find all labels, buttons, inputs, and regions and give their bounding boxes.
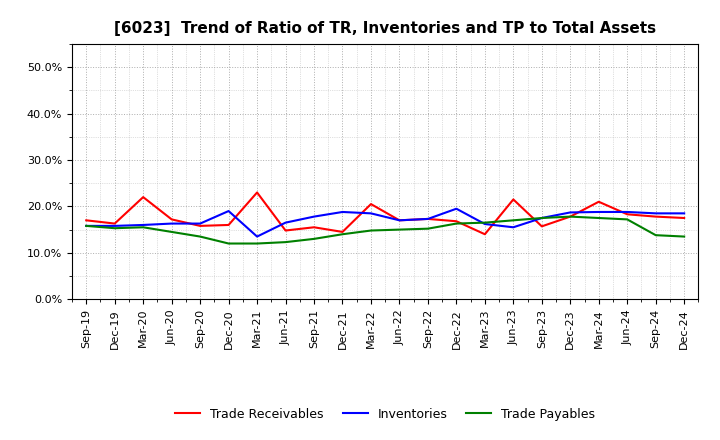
Inventories xyxy=(623,209,631,215)
Trade Receivables xyxy=(110,221,119,226)
Trade Receivables xyxy=(680,215,688,220)
Inventories xyxy=(509,225,518,230)
Trade Payables xyxy=(196,234,204,239)
Trade Receivables xyxy=(395,218,404,223)
Trade Receivables xyxy=(167,217,176,222)
Inventories xyxy=(595,209,603,215)
Inventories xyxy=(225,209,233,214)
Inventories xyxy=(253,234,261,239)
Trade Payables xyxy=(110,226,119,231)
Trade Receivables xyxy=(652,214,660,219)
Trade Payables xyxy=(253,241,261,246)
Inventories xyxy=(680,211,688,216)
Inventories xyxy=(366,211,375,216)
Trade Payables xyxy=(310,236,318,242)
Inventories xyxy=(139,222,148,227)
Inventories xyxy=(167,221,176,226)
Trade Receivables xyxy=(537,224,546,229)
Trade Payables xyxy=(139,225,148,230)
Trade Receivables xyxy=(623,212,631,217)
Inventories xyxy=(452,206,461,211)
Trade Payables xyxy=(680,234,688,239)
Trade Payables xyxy=(480,220,489,225)
Trade Receivables xyxy=(282,228,290,233)
Trade Receivables xyxy=(509,197,518,202)
Trade Payables xyxy=(566,214,575,219)
Trade Payables xyxy=(167,229,176,235)
Trade Receivables xyxy=(139,194,148,200)
Inventories xyxy=(282,220,290,225)
Trade Payables xyxy=(225,241,233,246)
Line: Trade Receivables: Trade Receivables xyxy=(86,192,684,234)
Inventories xyxy=(537,215,546,220)
Inventories xyxy=(82,223,91,228)
Inventories xyxy=(395,218,404,223)
Inventories xyxy=(338,209,347,215)
Trade Payables xyxy=(423,226,432,231)
Trade Receivables xyxy=(595,199,603,205)
Trade Payables xyxy=(509,218,518,223)
Line: Trade Payables: Trade Payables xyxy=(86,216,684,243)
Line: Inventories: Inventories xyxy=(86,209,684,237)
Inventories xyxy=(566,210,575,215)
Inventories xyxy=(652,211,660,216)
Trade Receivables xyxy=(253,190,261,195)
Legend: Trade Receivables, Inventories, Trade Payables: Trade Receivables, Inventories, Trade Pa… xyxy=(170,403,600,425)
Trade Receivables xyxy=(452,219,461,224)
Trade Payables xyxy=(652,232,660,238)
Trade Receivables xyxy=(82,218,91,223)
Inventories xyxy=(423,216,432,222)
Trade Receivables xyxy=(225,222,233,227)
Trade Payables xyxy=(537,215,546,220)
Trade Payables xyxy=(395,227,404,232)
Trade Receivables xyxy=(338,229,347,235)
Trade Receivables xyxy=(480,231,489,237)
Trade Payables xyxy=(595,215,603,220)
Trade Payables xyxy=(338,231,347,237)
Title: [6023]  Trend of Ratio of TR, Inventories and TP to Total Assets: [6023] Trend of Ratio of TR, Inventories… xyxy=(114,21,656,36)
Trade Payables xyxy=(623,217,631,222)
Inventories xyxy=(480,221,489,227)
Trade Receivables xyxy=(566,214,575,219)
Trade Receivables xyxy=(366,202,375,207)
Trade Receivables xyxy=(423,216,432,222)
Inventories xyxy=(110,223,119,228)
Trade Payables xyxy=(282,239,290,245)
Trade Receivables xyxy=(310,225,318,230)
Inventories xyxy=(310,214,318,219)
Trade Payables xyxy=(452,221,461,226)
Trade Payables xyxy=(366,228,375,233)
Trade Payables xyxy=(82,223,91,228)
Trade Receivables xyxy=(196,223,204,228)
Inventories xyxy=(196,221,204,226)
